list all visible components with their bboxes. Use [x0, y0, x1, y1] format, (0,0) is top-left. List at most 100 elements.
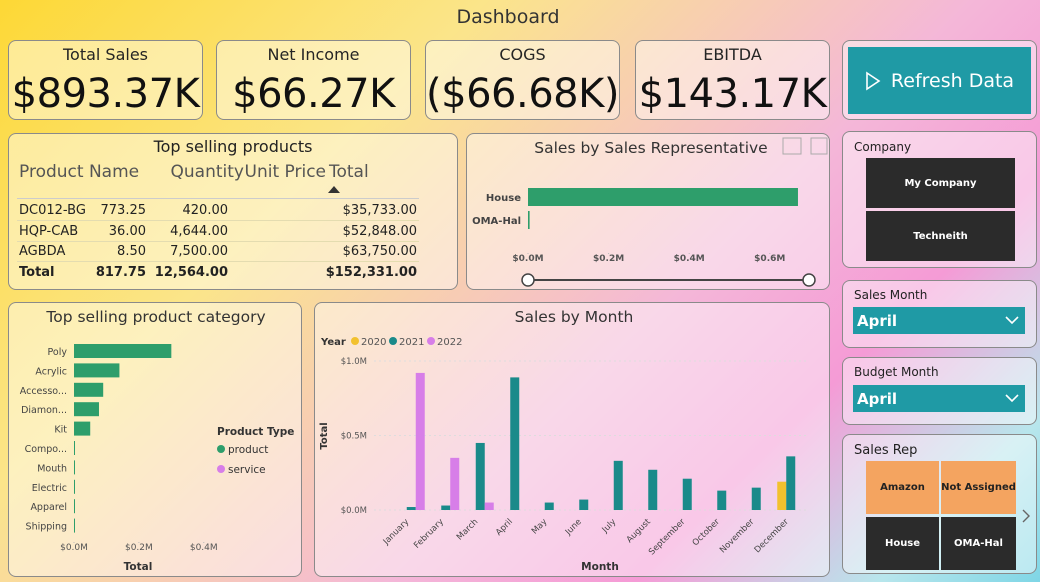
category-label: House — [486, 193, 521, 204]
legend-swatch — [217, 465, 225, 473]
bar — [415, 372, 425, 510]
y-axis-title: Total — [319, 422, 330, 449]
bar — [786, 456, 796, 510]
slicer-title: Company — [854, 140, 912, 154]
row-rule — [17, 220, 419, 221]
rep-chart-panel: Sales by Sales Representative $0.0M $0.2M $… — [466, 133, 830, 290]
x-tick-label: February — [412, 517, 446, 551]
table-cell: $52,848.00 — [342, 223, 417, 239]
table-cell: $35,733.00 — [342, 203, 417, 218]
x-tick-label: March — [455, 517, 480, 542]
bar — [777, 481, 787, 510]
x-tick-label: $0.4M — [674, 254, 705, 264]
slider-handle[interactable] — [802, 273, 816, 287]
category-label: Kit — [54, 425, 67, 436]
x-tick-label: October — [691, 517, 722, 548]
table-cell: 8.50 — [117, 244, 146, 259]
column-header: Quantity — [170, 162, 244, 182]
bar — [528, 188, 798, 206]
category-chart: Top selling product category $0.0M $0.2M $0… — [20, 308, 295, 573]
x-tick-label: $0.6M — [754, 254, 785, 264]
total-cell: 12,564.00 — [154, 265, 228, 280]
bar — [484, 502, 494, 510]
x-tick-label: $0.2M — [125, 543, 153, 553]
legend-title: Product Type — [217, 426, 294, 438]
budget-month-slicer: Budget Month April — [842, 357, 1037, 425]
bar — [74, 460, 75, 475]
total-cell: 817.75 — [95, 265, 146, 280]
x-tick-label: August — [625, 517, 654, 546]
slider-handle[interactable] — [521, 273, 535, 287]
slicer-option[interactable]: Amazon — [866, 461, 939, 514]
legend-label: product — [228, 444, 268, 456]
slicer-option[interactable]: My Company — [866, 158, 1015, 208]
sort-indicator — [328, 186, 340, 193]
slicer-option[interactable]: House — [866, 517, 939, 570]
table-cell: HQP-CAB — [19, 223, 79, 239]
slicer-title: Sales Rep — [854, 443, 918, 458]
category-label: Poly — [48, 347, 68, 358]
table-cell: AGBDA — [19, 244, 66, 259]
category-label: Apparel — [30, 502, 67, 513]
bar — [751, 487, 761, 510]
dropdown[interactable]: April — [853, 385, 1025, 412]
x-tick-label: $0.2M — [593, 254, 624, 264]
category-label: Acrylic — [35, 366, 67, 377]
kpi-card: Total Sales $893.37K — [8, 40, 203, 120]
legend-swatch — [389, 337, 397, 345]
x-tick-label: January — [381, 517, 412, 548]
x-axis-title: Total — [124, 561, 153, 573]
x-tick-label: December — [753, 517, 792, 556]
table-panel: Top selling products Product Name Quantity… — [8, 133, 458, 290]
column-header: Unit Price — [244, 162, 326, 182]
kpi-label: Total Sales — [62, 45, 149, 64]
refresh-card: Refresh Data — [842, 40, 1037, 120]
table-cell: $63,750.00 — [342, 244, 417, 259]
bar — [74, 363, 120, 378]
focus-icon[interactable] — [810, 137, 828, 155]
x-axis-title: Month — [581, 561, 619, 573]
category-chart-panel: Top selling product category $0.0M $0.2M $0… — [8, 302, 302, 577]
x-tick-label: $0.0M — [512, 254, 543, 264]
filter-icon[interactable] — [782, 137, 802, 155]
slicer-title: Sales Month — [854, 288, 928, 302]
bar — [74, 402, 99, 417]
legend-label: 2020 — [361, 337, 386, 348]
table-cell: 4,644.00 — [170, 223, 228, 239]
bar — [74, 499, 75, 514]
category-label: Mouth — [37, 463, 67, 474]
table-cell: 773.25 — [100, 203, 147, 218]
bar — [613, 460, 623, 510]
total-cell: $152,331.00 — [325, 265, 417, 280]
bar — [74, 382, 104, 397]
bar — [717, 490, 727, 510]
y-tick-label: $0.5M — [341, 432, 367, 442]
next-arrow[interactable] — [1021, 509, 1031, 523]
kpi-card: COGS ($66.68K) — [425, 40, 620, 120]
slicer-option[interactable]: OMA-Hal — [941, 517, 1016, 570]
dropdown-value: April — [857, 311, 898, 330]
category-label: Electric — [32, 483, 67, 494]
dropdown[interactable]: April — [853, 307, 1025, 334]
slicer-option[interactable]: Techneith — [866, 211, 1015, 261]
legend-swatch — [217, 445, 225, 453]
column-header: Total — [329, 162, 369, 182]
chevron — [1005, 316, 1019, 325]
bar — [406, 507, 416, 510]
sales-month-slicer: Sales Month April — [842, 280, 1037, 348]
x-tick-label: July — [600, 517, 619, 536]
total-cell: Total — [19, 265, 55, 280]
legend-label: service — [228, 464, 266, 476]
legend-swatch — [351, 337, 359, 345]
chart-title: Sales by Sales Representative — [534, 139, 767, 157]
bar — [528, 211, 530, 229]
kpi-card: EBITDA $143.17K — [635, 40, 830, 120]
bar — [450, 457, 460, 510]
column-header: Product Name — [19, 162, 140, 182]
slicer-option[interactable]: Not Assigned — [941, 461, 1016, 514]
month-chart-panel: Sales by Month $0.0M $0.5M $1.0M Total Month Y… — [314, 302, 830, 577]
refresh-button[interactable]: Refresh Data — [848, 47, 1031, 114]
category-label: Diamon... — [21, 405, 67, 416]
legend-swatch — [427, 337, 435, 345]
